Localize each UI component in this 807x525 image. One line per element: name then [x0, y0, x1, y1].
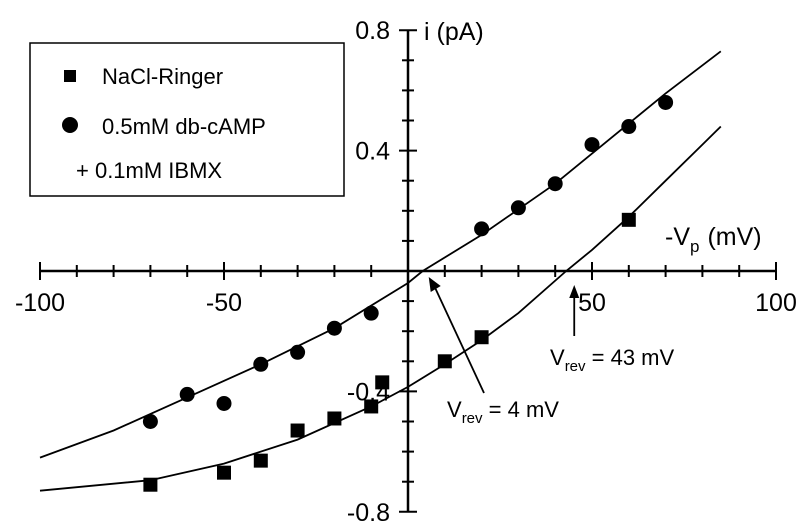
- vrev-43-label-rest: = 43 mV: [586, 345, 675, 370]
- x-axis-title-sub: p: [690, 237, 699, 256]
- data-point-nacl: [621, 212, 636, 227]
- data-point-nacl: [290, 423, 305, 438]
- y-tick-label: 0.4: [355, 138, 390, 166]
- vrev-43-label-sub: rev: [565, 358, 586, 375]
- x-tick-label: 50: [578, 289, 606, 317]
- legend-label-ibmx: + 0.1mM IBMX: [76, 158, 222, 183]
- data-point-nacl: [327, 411, 342, 426]
- data-point-camp: [510, 200, 526, 216]
- data-point-nacl: [364, 399, 379, 414]
- legend-label-camp: 0.5mM db-cAMP: [102, 114, 266, 139]
- legend-label-nacl: NaCl-Ringer: [102, 64, 223, 89]
- x-axis-title-main: -V: [665, 223, 690, 251]
- legend-square-marker: [64, 70, 76, 82]
- x-tick-label: -100: [15, 289, 65, 317]
- data-point-camp: [474, 221, 490, 237]
- data-point-nacl: [143, 477, 158, 492]
- data-point-camp: [142, 414, 158, 429]
- x-axis-title: -Vp (mV): [665, 223, 762, 256]
- data-point-camp: [179, 386, 195, 402]
- data-point-camp: [326, 320, 342, 336]
- vrev-4-arrowhead: [428, 277, 441, 292]
- data-point-nacl: [375, 375, 390, 390]
- data-point-camp: [584, 137, 600, 153]
- data-point-camp: [216, 395, 232, 411]
- vrev-43-label-main: V: [550, 345, 565, 370]
- vrev-43-arrowhead: [569, 285, 580, 298]
- data-point-nacl: [253, 453, 268, 468]
- legend-box: [29, 42, 345, 197]
- vrev-4-annotation: Vrev = 4 mV: [428, 277, 559, 427]
- y-axis-title: i (pA): [424, 18, 484, 46]
- vrev-43-annotation: Vrev = 43 mV: [550, 285, 675, 375]
- axes: -100 -50 50 100 0.80.4-0.4-0.8: [15, 17, 797, 525]
- vrev-43-label: Vrev = 43 mV: [550, 345, 675, 375]
- data-point-camp: [290, 344, 306, 360]
- data-point-camp: [658, 94, 674, 110]
- fit-curve-camp: [39, 50, 722, 459]
- x-axis-title-unit: (mV): [707, 223, 761, 251]
- vrev-4-label-main: V: [447, 397, 462, 422]
- data-point-camp: [363, 305, 379, 321]
- y-tick-label: 0.8: [355, 17, 390, 45]
- legend-circle-marker: [62, 117, 78, 133]
- data-point-nacl: [217, 465, 231, 480]
- legend: NaCl-Ringer 0.5mM db-cAMP + 0.1mM IBMX: [29, 42, 345, 197]
- x-tick-label: 100: [755, 289, 797, 317]
- x-tick-label: -50: [206, 289, 242, 317]
- vrev-4-label-rest: = 4 mV: [483, 397, 560, 422]
- vrev-4-label-sub: rev: [462, 410, 483, 427]
- annotations: Vrev = 4 mV Vrev = 43 mV: [428, 277, 675, 427]
- data-point-nacl: [474, 330, 489, 345]
- data-point-camp: [253, 356, 269, 372]
- data-point-nacl: [437, 354, 452, 369]
- data-point-camp: [621, 119, 637, 135]
- data-point-camp: [547, 176, 563, 192]
- vrev-4-label: Vrev = 4 mV: [447, 397, 559, 427]
- y-tick-label: -0.8: [347, 499, 390, 525]
- vrev-4-arrow: [433, 286, 485, 394]
